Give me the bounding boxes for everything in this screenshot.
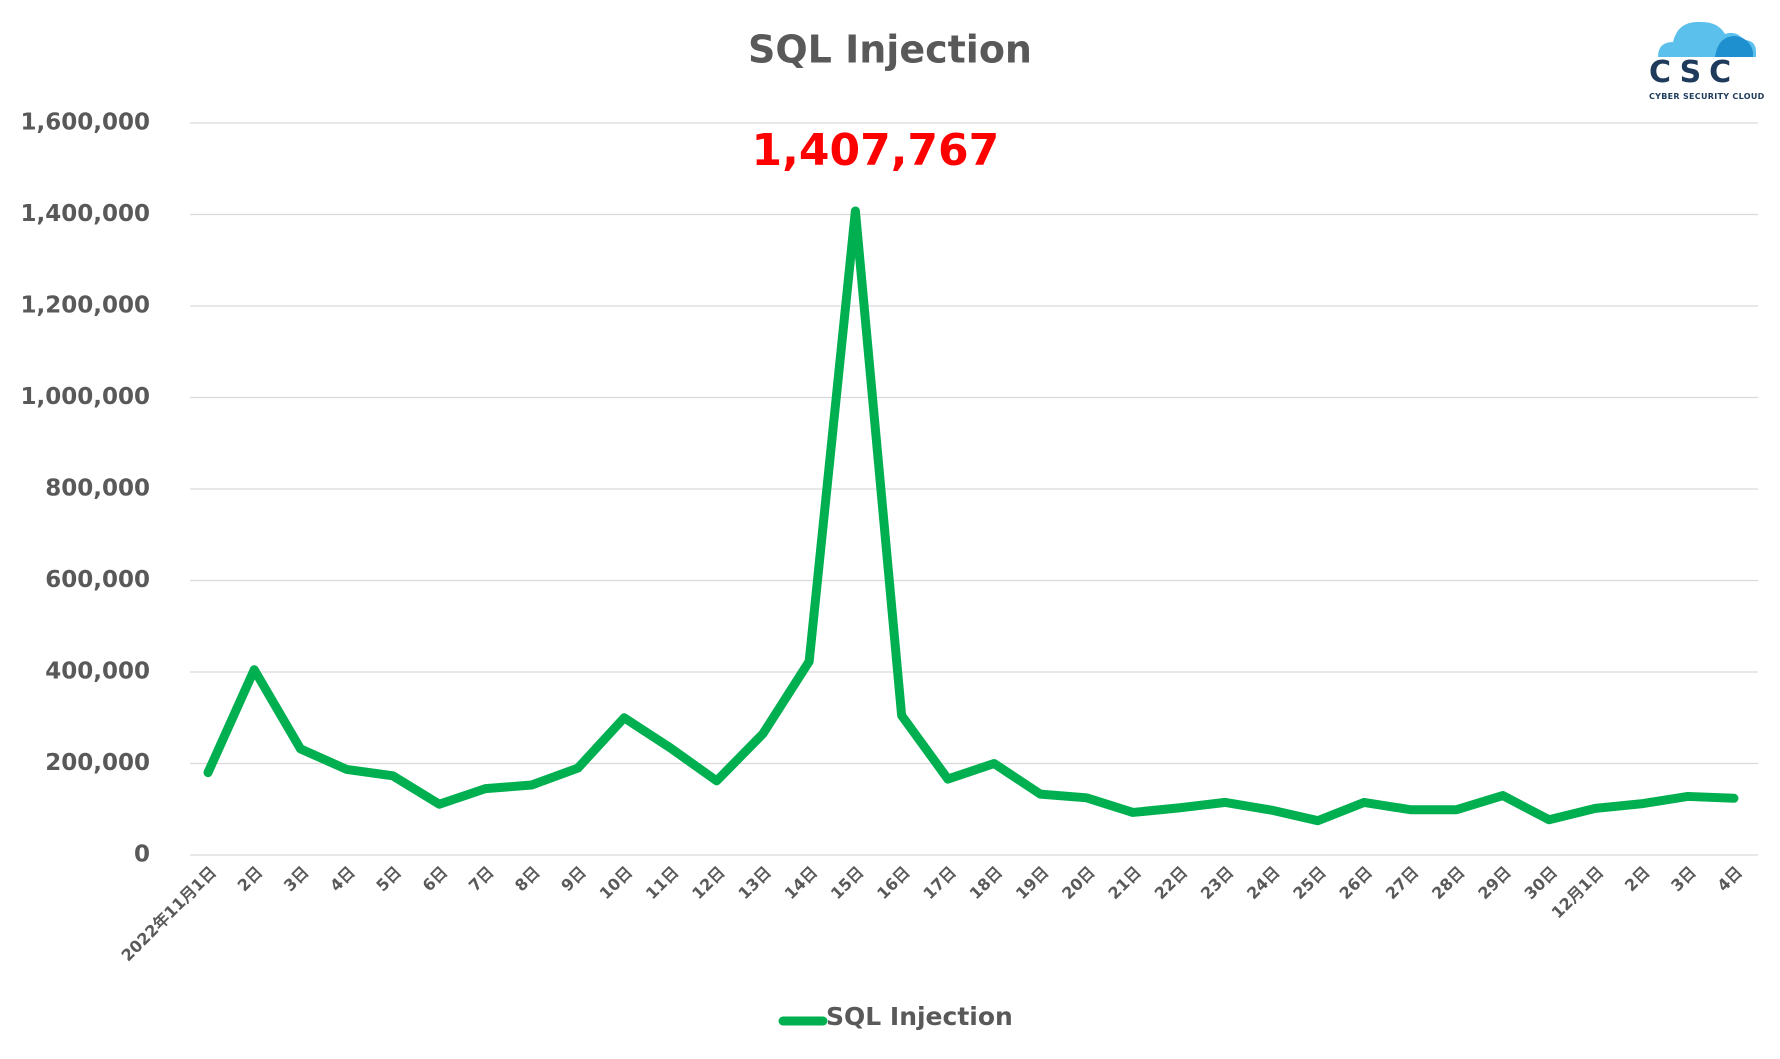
y-tick-label: 800,000 [45,476,150,502]
x-tick-label: 2日 [234,863,267,896]
x-tick-label: 7日 [465,863,498,896]
x-tick-label: 22日 [1151,863,1192,904]
x-tick-label: 9日 [557,863,590,896]
x-tick-label: 4日 [1713,863,1746,896]
x-tick-label: 2日 [1621,863,1654,896]
x-tick-label: 30日 [1521,863,1562,904]
csc-logo [1658,21,1756,57]
x-tick-label: 4日 [326,863,359,896]
y-tick-label: 1,000,000 [21,384,151,410]
annotations-layer: 1,407,767 [752,125,1000,176]
logo-subtitle: CYBER SECURITY CLOUD [1649,92,1765,101]
legend-label: SQL Injection [826,1002,1013,1031]
x-axis-tick-labels: 2022年11月1日 2日 3日 4日 5日 6日 7日 8日 9日 10日 11日 12日 13日 14… [118,863,1746,965]
x-tick-label: 26日 [1336,863,1377,904]
x-tick-label: 20日 [1058,863,1099,904]
x-tick-label: 12日 [688,863,729,904]
x-tick-label: 14日 [781,863,822,904]
y-tick-label: 0 [134,842,150,868]
chart-title: SQL Injection [748,28,1032,72]
x-tick-label: 11日 [642,863,683,904]
x-tick-label: 10日 [596,863,637,904]
x-tick-label: 21日 [1104,863,1145,904]
x-tick-label: 3日 [1667,863,1700,896]
x-tick-label: 27日 [1382,863,1423,904]
cloud-icon-accent [1715,36,1753,57]
series-layer [203,206,1739,826]
x-tick-label: 17日 [919,863,960,904]
x-tick-label: 8日 [511,863,544,896]
grid-lines [190,122,1758,856]
x-tick-label: 13日 [734,863,775,904]
x-tick-label: 6日 [419,863,452,896]
y-axis-tick-labels: 0 200,000 400,000 600,000 800,000 1,000,000 1,… [21,110,151,868]
x-tick-label: 15日 [827,863,868,904]
x-tick-label: 3日 [280,863,313,896]
y-tick-label: 200,000 [45,750,150,776]
x-tick-label: 18日 [966,863,1007,904]
peak-annotation: 1,407,767 [752,125,1000,176]
y-tick-label: 1,600,000 [21,110,151,136]
x-tick-label: 24日 [1243,863,1284,904]
series-line [203,206,1739,826]
y-tick-label: 1,200,000 [21,293,151,319]
x-tick-label: 28日 [1428,863,1469,904]
x-tick-label: 5日 [372,863,405,896]
x-tick-label: 19日 [1012,863,1053,904]
logo-text: CSC [1649,55,1740,90]
y-tick-label: 1,400,000 [21,201,151,227]
x-tick-label: 29日 [1474,863,1515,904]
x-tick-label: 23日 [1197,863,1238,904]
y-tick-label: 400,000 [45,659,150,685]
x-tick-label: 25日 [1289,863,1330,904]
x-tick-label: 2022年11月1日 [118,863,220,965]
legend: SQL Injection [778,1002,1013,1031]
x-tick-label: 16日 [873,863,914,904]
y-tick-label: 600,000 [45,567,150,593]
